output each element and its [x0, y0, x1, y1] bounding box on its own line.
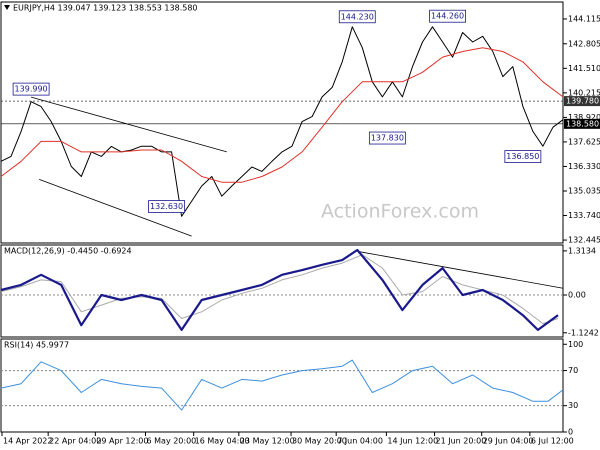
watermark: ActionForex.com [321, 201, 479, 223]
y-tick-label: 144.115 [568, 14, 600, 23]
annotation-box [12, 82, 50, 96]
x-tick-label: 14 Apr 2022 [3, 437, 52, 446]
x-tick-label: 29 Jun 04:00 [483, 437, 534, 446]
x-tick-label: 7 Jun 04:00 [337, 437, 383, 446]
series-line [0, 359, 564, 411]
annotation-box [338, 10, 376, 24]
price-tag [564, 96, 600, 107]
price-tag-label: 138.580 [566, 119, 599, 128]
y-tick-label: 140.215 [568, 88, 600, 97]
y-tick-label: 0 [568, 428, 573, 437]
price-tag-label: 139.780 [566, 97, 599, 106]
y-tick-label: 141.510 [568, 64, 600, 73]
annotation-box [504, 150, 542, 164]
panel-title: MACD(12,26,9) -0.4450 -0.6924 [4, 247, 132, 256]
annotation-box [429, 9, 466, 23]
y-tick-label: 138.920 [568, 113, 600, 122]
trendline [357, 250, 564, 289]
y-tick-label: 136.330 [568, 162, 600, 171]
panel-title: RSI(14) 45.9977 [4, 341, 69, 350]
y-tick-label: 142.805 [568, 39, 600, 48]
annotation-label: 137.830 [371, 134, 404, 143]
price-tag [564, 118, 600, 129]
trendline [30, 96, 227, 153]
y-tick-label: -1.1242 [568, 328, 599, 337]
y-tick-label: 100 [568, 340, 583, 349]
x-tick-label: 16 May 04:00 [195, 437, 250, 446]
annotation-box [368, 131, 406, 145]
annotation-label: 139.990 [15, 85, 48, 94]
series-line [0, 254, 559, 325]
x-tick-label: 14 Jun 12:00 [387, 437, 438, 446]
x-tick-label: 22 Apr 04:00 [49, 437, 101, 446]
annotation-label: 144.260 [431, 12, 464, 21]
x-tick-label: 6 May 20:00 [147, 437, 197, 446]
panel-frame [0, 1, 564, 244]
annotation-label: 132.630 [150, 202, 183, 211]
x-tick-label: 23 May 12:00 [240, 437, 295, 446]
panel-frame [0, 244, 564, 338]
y-tick-label: 1.3134 [568, 246, 596, 255]
x-tick-label: 6 Jul 12:00 [531, 437, 574, 446]
panel-frame [0, 338, 564, 433]
y-tick-label: 135.035 [568, 186, 600, 195]
series-line [0, 47, 564, 183]
menu-triangle [4, 5, 10, 10]
series-line [0, 26, 564, 217]
y-tick-label: 137.625 [568, 137, 600, 146]
y-tick-label: 133.740 [568, 211, 600, 220]
annotation-label: 136.850 [506, 152, 539, 161]
x-tick-label: 21 Jun 20:00 [436, 437, 487, 446]
trendline [38, 178, 192, 237]
series-line [0, 248, 559, 331]
annotation-box [148, 200, 185, 213]
y-tick-label: 70 [568, 366, 578, 375]
y-tick-label: 0.00 [568, 290, 586, 299]
y-tick-label: 30 [568, 401, 578, 410]
y-tick-label: 132.445 [568, 236, 600, 245]
x-tick-label: 30 May 20:00 [292, 437, 347, 446]
x-tick-label: 29 Apr 12:00 [96, 437, 148, 446]
panel-title: EURJPY,H4 139.047 139.123 138.553 138.58… [13, 4, 198, 13]
annotation-label: 144.230 [341, 12, 374, 21]
